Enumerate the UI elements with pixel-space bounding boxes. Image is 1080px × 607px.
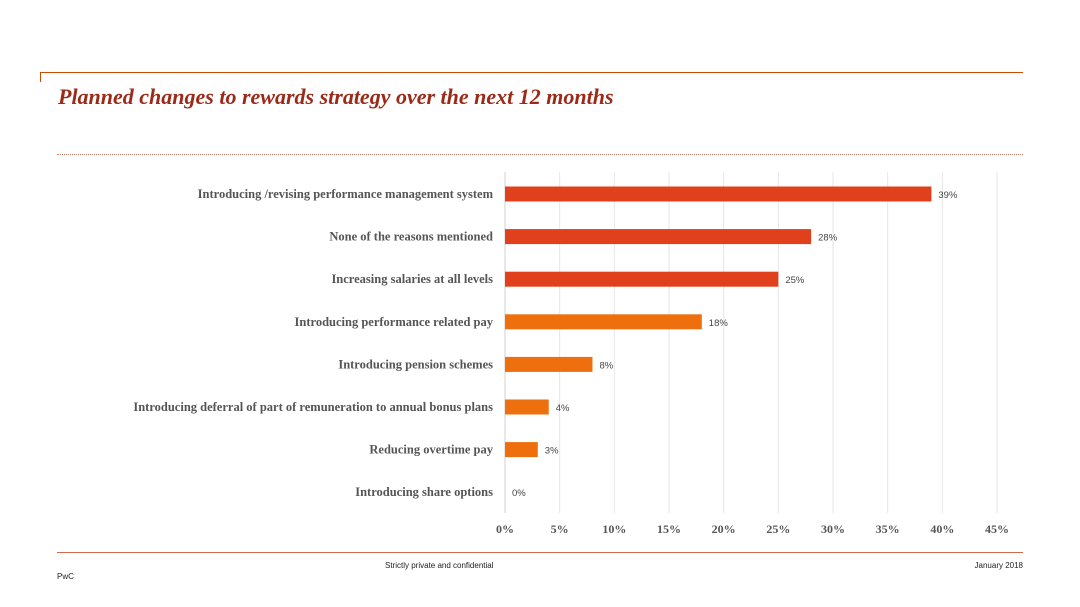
bar [505, 442, 538, 458]
data-label: 8% [599, 360, 613, 371]
category-label: Introducing share options [355, 485, 493, 499]
category-label: Introducing deferral of part of remunera… [133, 400, 493, 414]
x-tick-label: 0% [496, 522, 514, 536]
category-label: Increasing salaries at all levels [331, 272, 493, 286]
data-label: 3% [545, 446, 559, 457]
footer-date: January 2018 [974, 561, 1023, 570]
x-tick-label: 35% [876, 522, 900, 536]
x-tick-label: 30% [821, 522, 845, 536]
footer-rule [57, 552, 1023, 553]
category-label: Introducing pension schemes [338, 357, 493, 371]
x-tick-label: 20% [712, 522, 736, 536]
bar [505, 314, 702, 330]
x-tick-label: 10% [602, 522, 626, 536]
header-rule [40, 72, 1023, 73]
bar [505, 271, 779, 287]
x-tick-label: 15% [657, 522, 681, 536]
frame-corner-tick [40, 72, 41, 82]
x-tick-label: 5% [551, 522, 569, 536]
data-label: 18% [709, 318, 729, 329]
bar [505, 186, 932, 202]
x-tick-label: 40% [930, 522, 954, 536]
data-label: 0% [512, 488, 526, 499]
bar [505, 229, 812, 245]
x-tick-label: 25% [766, 522, 790, 536]
footer-brand: PwC [57, 572, 74, 581]
x-tick-label: 45% [985, 522, 1009, 536]
category-label: Reducing overtime pay [369, 443, 493, 457]
category-label: Introducing performance related pay [295, 315, 494, 329]
data-label: 25% [785, 275, 805, 286]
slide-title: Planned changes to rewards strategy over… [58, 84, 614, 109]
category-label: None of the reasons mentioned [329, 230, 493, 244]
data-label: 4% [556, 403, 570, 414]
bar [505, 356, 593, 372]
data-label: 28% [818, 233, 838, 244]
footer-confidentiality: Strictly private and confidential [385, 561, 494, 570]
dotted-divider [57, 154, 1023, 155]
data-label: 39% [938, 190, 958, 201]
bar [505, 399, 549, 415]
category-label: Introducing /revising performance manage… [198, 187, 494, 201]
